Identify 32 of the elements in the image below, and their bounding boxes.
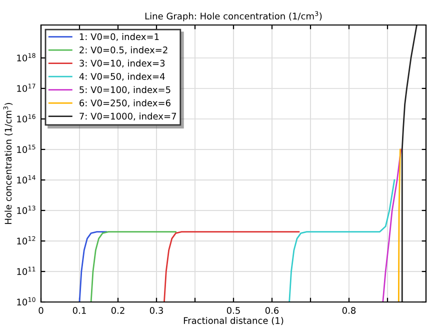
x-tick-label: 0.3 (150, 307, 163, 314)
line-series (382, 148, 402, 302)
line-series (90, 231, 176, 302)
legend-label: 2: V0=0.5, index=2 (80, 46, 168, 54)
y-tick-label: 10$^{15}$ (17, 144, 36, 153)
legend-label: 6: V0=250, index=6 (80, 99, 170, 108)
x-tick-label: 0.8 (342, 307, 356, 314)
legend-label: 5: V0=100, index=5 (80, 86, 170, 94)
y-tick-label: 10$^{14}$ (17, 175, 36, 184)
legend-label: 7: V0=1000, index=7 (80, 112, 176, 121)
legend-label: 3: V0=10, index=3 (80, 60, 165, 68)
line-series (78, 231, 108, 302)
y-tick-label: 10$^{11}$ (17, 266, 36, 275)
y-tick-label: 10$^{10}$ (17, 297, 36, 306)
x-tick-label: 0.1 (72, 307, 86, 314)
x-tick-label: 0.2 (111, 307, 124, 314)
legend-label: 1: V0=0, index=1 (80, 33, 159, 42)
y-tick-label: 10$^{17}$ (17, 84, 36, 92)
line-series (164, 231, 300, 302)
x-tick-label: 0 (38, 307, 44, 314)
y-axis-title: Hole concentration (1/cm$^{3}$) (3, 102, 13, 224)
y-tick-label: 10$^{13}$ (17, 206, 36, 214)
x-axis-title: Fractional distance (1) (184, 316, 284, 326)
x-tick-label: 0.6 (265, 307, 279, 314)
y-tick-label: 10$^{12}$ (17, 236, 36, 244)
legend-label: 4: V0=50, index=4 (79, 72, 165, 81)
chart-title: Line Graph: Hole concentration (1/cm$^{3}$) (145, 11, 322, 22)
x-tick-label: 0.5 (226, 307, 240, 314)
line-series (401, 25, 418, 302)
y-tick-label: 10$^{16}$ (17, 114, 36, 122)
y-tick-label: 10$^{18}$ (17, 53, 36, 62)
line-series (288, 179, 396, 302)
